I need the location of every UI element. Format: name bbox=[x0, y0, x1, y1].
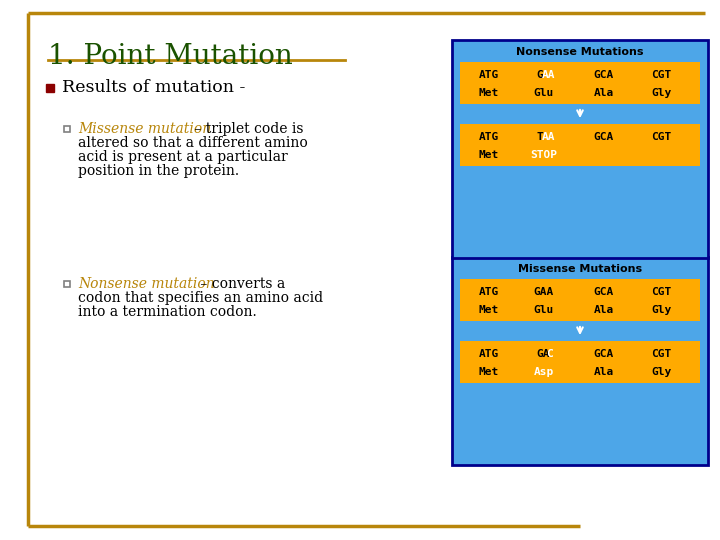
Text: Missense mutation: Missense mutation bbox=[78, 122, 211, 136]
Text: GCA: GCA bbox=[594, 349, 614, 359]
Bar bbox=[64, 281, 70, 287]
Bar bbox=[452, 40, 708, 258]
Text: GAA: GAA bbox=[534, 287, 554, 297]
Text: Glu: Glu bbox=[534, 305, 554, 315]
Text: Asp: Asp bbox=[534, 367, 554, 377]
Text: position in the protein.: position in the protein. bbox=[78, 164, 239, 178]
Bar bbox=[460, 341, 700, 383]
Text: ATG: ATG bbox=[479, 349, 499, 359]
Text: acid is present at a particular: acid is present at a particular bbox=[78, 150, 288, 164]
Text: Met: Met bbox=[479, 367, 499, 377]
Text: Nonsense mutation: Nonsense mutation bbox=[78, 277, 215, 291]
Text: ATG: ATG bbox=[479, 132, 499, 142]
Text: ATG: ATG bbox=[479, 287, 499, 297]
Text: Results of mutation -: Results of mutation - bbox=[62, 79, 246, 97]
Text: Ala: Ala bbox=[594, 305, 614, 315]
Bar bbox=[452, 257, 708, 465]
Text: altered so that a different amino: altered so that a different amino bbox=[78, 136, 307, 150]
Text: Missense Mutations: Missense Mutations bbox=[518, 264, 642, 274]
Bar bbox=[460, 279, 700, 321]
Text: Ala: Ala bbox=[594, 367, 614, 377]
Text: codon that specifies an amino acid: codon that specifies an amino acid bbox=[78, 291, 323, 305]
Text: STOP: STOP bbox=[531, 150, 557, 160]
Text: C: C bbox=[546, 349, 553, 359]
Text: AA: AA bbox=[541, 132, 555, 142]
Text: – triplet code is: – triplet code is bbox=[190, 122, 304, 136]
Text: CGT: CGT bbox=[652, 70, 672, 80]
Text: T: T bbox=[536, 132, 544, 142]
Text: GCA: GCA bbox=[594, 287, 614, 297]
Bar bbox=[460, 62, 700, 104]
Text: CGT: CGT bbox=[652, 287, 672, 297]
Text: Ala: Ala bbox=[594, 88, 614, 98]
Text: GCA: GCA bbox=[594, 70, 614, 80]
Text: G: G bbox=[536, 70, 544, 80]
Text: Gly: Gly bbox=[652, 367, 672, 377]
Text: AA: AA bbox=[541, 70, 555, 80]
Text: 1. Point Mutation: 1. Point Mutation bbox=[48, 43, 293, 70]
Text: Met: Met bbox=[479, 150, 499, 160]
Text: Nonsense Mutations: Nonsense Mutations bbox=[516, 47, 644, 57]
Text: Met: Met bbox=[479, 305, 499, 315]
Text: Glu: Glu bbox=[534, 88, 554, 98]
Text: Gly: Gly bbox=[652, 88, 672, 98]
Text: ATG: ATG bbox=[479, 70, 499, 80]
Text: Met: Met bbox=[479, 88, 499, 98]
Text: CGT: CGT bbox=[652, 132, 672, 142]
Text: – converts a: – converts a bbox=[196, 277, 285, 291]
Bar bbox=[460, 124, 700, 166]
Text: GA: GA bbox=[536, 349, 550, 359]
Text: Gly: Gly bbox=[652, 305, 672, 315]
Bar bbox=[64, 126, 70, 132]
Text: into a termination codon.: into a termination codon. bbox=[78, 305, 257, 319]
Text: CGT: CGT bbox=[652, 349, 672, 359]
Bar bbox=[46, 84, 54, 92]
Text: GCA: GCA bbox=[594, 132, 614, 142]
